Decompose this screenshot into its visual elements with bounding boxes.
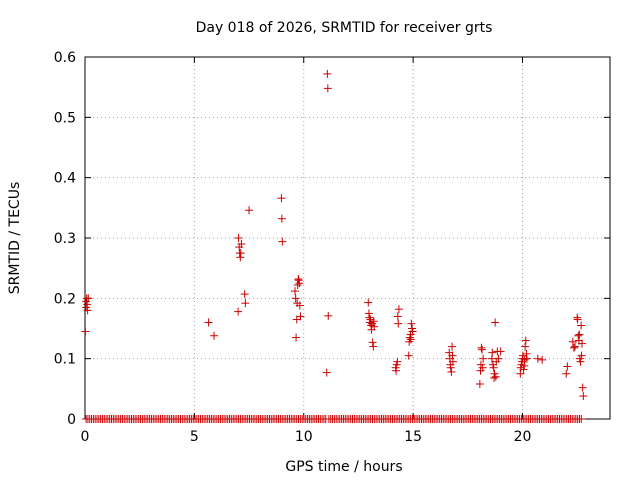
data-point <box>364 298 373 307</box>
y-tick-label: 0.1 <box>54 352 76 368</box>
data-point <box>479 354 488 363</box>
x-tick-label: 20 <box>514 429 532 445</box>
y-tick-label: 0.2 <box>54 291 76 307</box>
data-point <box>496 347 505 356</box>
data-point <box>521 336 530 345</box>
data-point <box>494 354 503 363</box>
y-axis-title: SRMTID / TECUs <box>7 182 23 295</box>
data-point <box>533 354 542 363</box>
data-point <box>404 351 413 360</box>
grid-layer <box>85 57 610 419</box>
data-point <box>234 234 243 242</box>
data-point <box>84 294 93 303</box>
data-point <box>448 357 457 366</box>
data-point <box>477 343 486 352</box>
data-point <box>236 249 245 258</box>
data-point <box>292 333 301 342</box>
y-tick-label: 0 <box>67 412 76 428</box>
data-point <box>563 362 572 371</box>
data-point <box>393 357 402 366</box>
data-point <box>489 363 498 372</box>
data-point <box>237 240 246 249</box>
data-point <box>81 327 90 336</box>
data-point <box>575 330 584 339</box>
x-axis-title: GPS time / hours <box>285 459 402 475</box>
axes-layer: 0 0.1 0.2 0.3 0.4 0.5 0.6 0 5 10 15 20 <box>54 50 611 445</box>
data-point <box>394 305 403 314</box>
data-point <box>446 363 455 372</box>
data-point <box>368 338 377 347</box>
data-point <box>394 319 403 328</box>
x-tick-label: 15 <box>404 429 422 445</box>
data-point <box>210 331 219 340</box>
data-point <box>204 318 213 327</box>
data-point <box>324 311 333 320</box>
data-point <box>578 339 586 348</box>
data-point <box>478 345 487 354</box>
data-point <box>241 299 250 308</box>
data-point <box>577 351 586 360</box>
points-layer <box>81 69 588 423</box>
data-point <box>491 372 500 381</box>
data-point <box>291 294 300 303</box>
data-point <box>366 315 375 324</box>
y-tick-label: 0.4 <box>54 171 76 187</box>
data-point <box>293 281 302 290</box>
data-point <box>577 321 586 330</box>
x-tick-label: 10 <box>295 429 313 445</box>
data-point <box>369 342 378 351</box>
data-point <box>569 343 578 352</box>
data-point-baseline <box>577 415 586 423</box>
data-point <box>408 327 417 336</box>
data-point <box>406 335 415 344</box>
data-point <box>322 368 331 377</box>
data-point <box>393 312 402 321</box>
data-point <box>245 206 254 215</box>
data-point <box>277 214 286 223</box>
data-point <box>234 307 243 316</box>
data-point <box>407 319 416 328</box>
data-point <box>323 84 332 93</box>
data-point <box>578 383 587 392</box>
data-point <box>295 301 304 310</box>
data-point <box>491 318 500 327</box>
data-point <box>278 237 287 246</box>
data-point <box>571 342 579 351</box>
data-point <box>295 279 304 288</box>
data-point <box>568 337 577 346</box>
y-tick-label: 0.5 <box>54 110 76 126</box>
data-point <box>392 366 401 375</box>
data-point <box>296 312 305 321</box>
data-point <box>370 322 379 331</box>
data-point <box>488 348 497 357</box>
y-tick-label: 0.3 <box>54 231 76 247</box>
data-point <box>519 365 528 374</box>
x-tick-label: 0 <box>81 429 90 445</box>
data-point <box>538 355 547 364</box>
x-tick-label: 5 <box>190 429 199 445</box>
data-point <box>478 363 487 372</box>
data-point <box>574 331 583 340</box>
data-point <box>448 342 457 351</box>
data-point <box>521 342 530 351</box>
data-point <box>475 380 484 389</box>
data-point <box>240 290 249 299</box>
data-point <box>562 369 571 378</box>
data-point <box>323 69 332 78</box>
data-point <box>573 315 582 324</box>
data-point <box>277 194 286 203</box>
data-point <box>447 367 456 376</box>
data-point <box>291 287 299 296</box>
y-tick-label: 0.6 <box>54 50 76 66</box>
chart-title: Day 018 of 2026, SRMTID for receiver grt… <box>196 20 493 36</box>
data-point <box>83 306 92 315</box>
data-point <box>576 357 585 366</box>
data-point <box>522 354 531 363</box>
data-point <box>579 392 588 401</box>
